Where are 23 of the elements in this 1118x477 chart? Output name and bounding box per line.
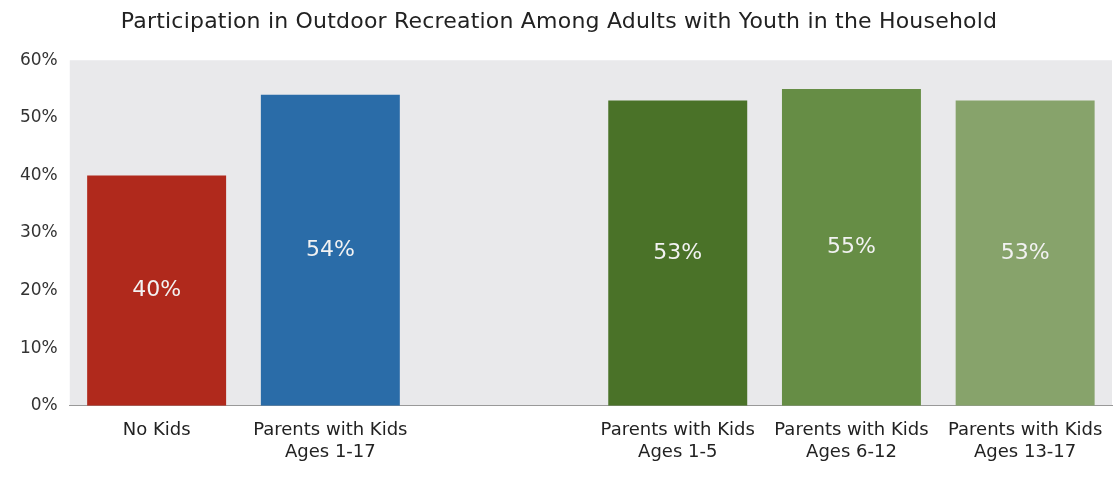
y-tick-label: 40% [19,163,58,184]
x-tick-label: Parents with Kids Ages 6-12 [774,418,929,461]
data-label: 55% [826,233,876,259]
data-label: 40% [132,276,182,302]
x-tick-label: Parents with Kids Ages 1-17 [253,418,408,461]
bar [260,94,400,406]
y-tick-label: 10% [19,336,58,357]
y-tick-label: 50% [19,106,58,127]
y-tick-label: 0% [30,394,58,415]
bar [781,89,921,406]
y-tick-label: 30% [19,221,58,242]
y-tick-label: 60% [19,48,58,69]
data-label: 54% [305,236,355,261]
chart-title: Participation in Outdoor Recreation Among Adults with Youth in the Household [119,8,999,35]
bar [87,175,227,406]
data-label: 53% [653,238,703,264]
data-label: 53% [1000,238,1050,264]
bar [608,100,748,406]
x-tick-label: No Kids [122,418,191,440]
x-tick-label: Parents with Kids Ages 13-17 [948,418,1103,461]
bar [955,100,1095,406]
x-tick-label: Parents with Kids Ages 1-5 [600,418,755,461]
y-tick-label: 20% [19,279,58,300]
